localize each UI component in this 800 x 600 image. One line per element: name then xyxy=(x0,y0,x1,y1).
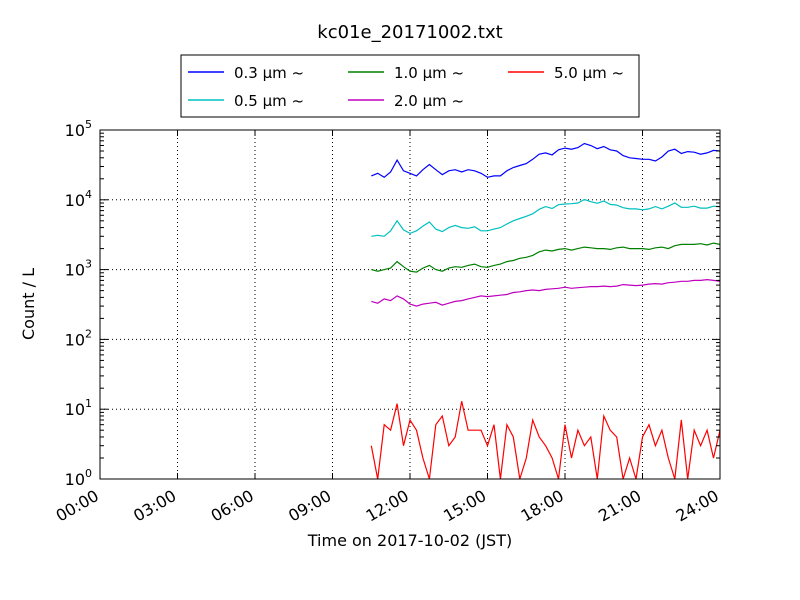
x-axis-label: Time on 2017-10-02 (JST) xyxy=(307,531,512,550)
series-line-0 xyxy=(371,142,721,179)
y-tick-label: 102 xyxy=(65,327,92,349)
series-lines xyxy=(370,142,721,480)
y-tick-label: 101 xyxy=(65,397,92,419)
legend-label: 0.3 μm ~ xyxy=(234,64,304,82)
x-tick-label: 06:00 xyxy=(208,486,257,526)
y-tick-labels: 100 101 102 103 104 105 xyxy=(65,118,92,489)
legend-label: 1.0 μm ~ xyxy=(394,64,464,82)
chart-title: kc01e_20171002.txt xyxy=(317,22,502,43)
y-tick-label: 104 xyxy=(65,188,92,210)
legend-box xyxy=(180,54,640,118)
legend-label: 0.5 μm ~ xyxy=(234,92,304,110)
legend-label: 5.0 μm ~ xyxy=(554,64,624,82)
y-tick-label: 105 xyxy=(65,118,92,140)
legend-label: 2.0 μm ~ xyxy=(394,92,464,110)
x-tick-label: 21:00 xyxy=(595,486,644,526)
x-tick-label: 09:00 xyxy=(285,486,334,526)
x-tick-label: 12:00 xyxy=(363,486,412,526)
axis-ticks xyxy=(99,129,721,480)
x-tick-label: 18:00 xyxy=(518,486,567,526)
x-tick-label: 03:00 xyxy=(130,486,179,526)
series-line-3 xyxy=(371,278,721,307)
y-tick-label: 100 xyxy=(65,467,92,489)
grid xyxy=(100,130,720,479)
series-line-2 xyxy=(371,242,721,273)
x-tick-label: 24:00 xyxy=(673,486,722,526)
y-tick-label: 103 xyxy=(65,258,92,280)
y-axis-label: Count / L xyxy=(19,268,38,340)
series-line-4 xyxy=(370,401,721,480)
x-tick-label: 15:00 xyxy=(440,486,489,526)
series-line-1 xyxy=(371,198,721,237)
x-tick-labels: 00:00 03:00 06:00 09:00 12:00 15:00 18:00 21:00… xyxy=(53,486,722,526)
legend: 0.3 μm ~ 1.0 μm ~ 5.0 μm ~ 0.5 μm ~ 2.0 μm ~ xyxy=(180,54,640,118)
x-tick-label: 00:00 xyxy=(53,486,102,526)
